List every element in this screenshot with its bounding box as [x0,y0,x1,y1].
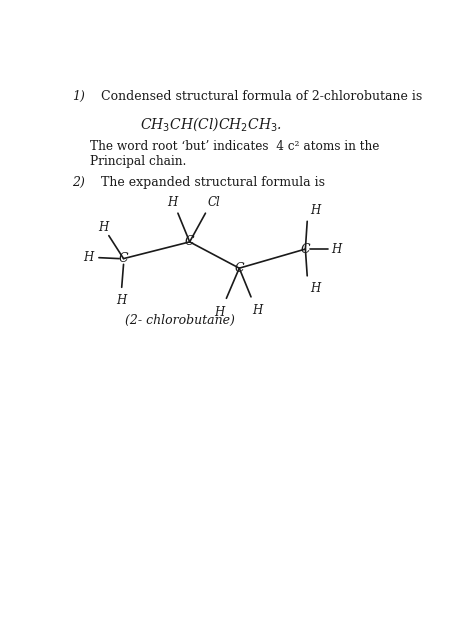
Text: C: C [185,235,194,248]
Text: Condensed structural formula of 2-chlorobutane is: Condensed structural formula of 2-chloro… [101,90,423,103]
Text: 1): 1) [72,90,85,103]
Text: C: C [301,243,310,256]
Text: H: H [310,282,320,295]
Text: H: H [167,196,177,209]
Text: H: H [98,220,108,233]
Text: C: C [118,252,128,265]
Text: The word root ‘but’ indicates  4 c² atoms in the: The word root ‘but’ indicates 4 c² atoms… [91,140,380,153]
Text: H: H [253,304,263,317]
Text: H: H [310,204,320,217]
Text: H: H [331,243,341,256]
Text: H: H [215,306,225,319]
Text: Principal chain.: Principal chain. [91,155,187,168]
Text: H: H [117,294,127,307]
Text: H: H [83,251,94,264]
Text: CH$_3$CH(Cl)CH$_2$CH$_3$.: CH$_3$CH(Cl)CH$_2$CH$_3$. [140,115,282,133]
Text: 2): 2) [72,176,85,189]
Text: The expanded structural formula is: The expanded structural formula is [101,176,326,189]
Text: Cl: Cl [207,196,220,209]
Text: (2- chlorobutane): (2- chlorobutane) [125,314,235,327]
Text: C: C [235,261,244,274]
